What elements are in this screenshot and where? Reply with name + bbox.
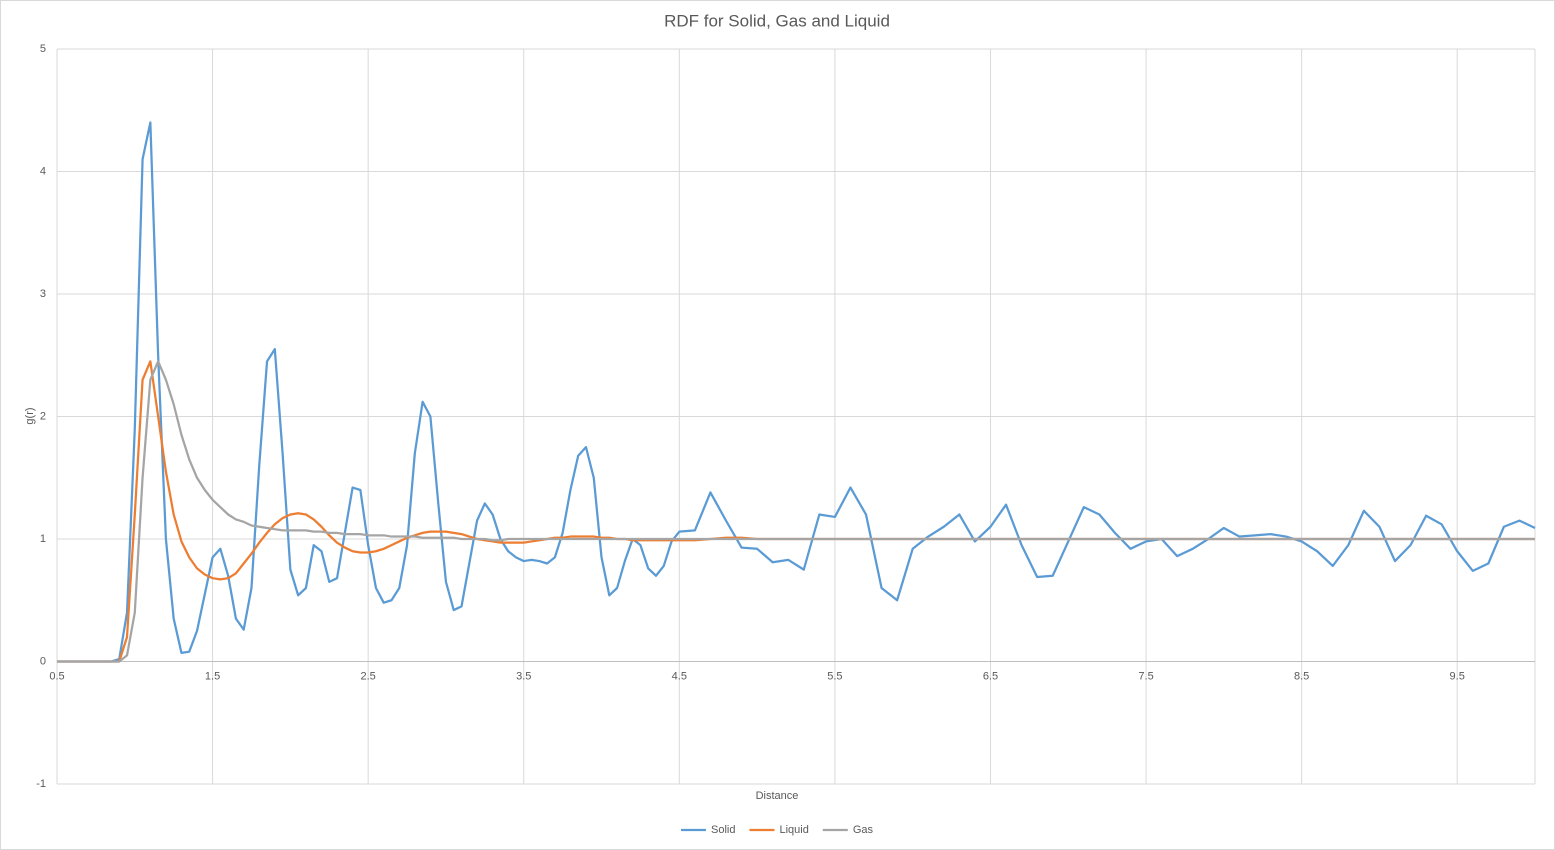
series-line	[57, 121, 1536, 663]
legend-label: Liquid	[779, 824, 808, 836]
y-tick-label: 2	[40, 410, 46, 422]
y-axis-label: g(r)	[24, 407, 36, 424]
legend-label: Solid	[711, 824, 735, 836]
x-tick-label: 7.5	[1138, 670, 1153, 682]
y-tick-label: 1	[40, 533, 46, 545]
series-line	[57, 360, 1535, 663]
y-tick-label: 4	[40, 165, 46, 177]
x-tick-label: 0.5	[49, 670, 64, 682]
x-axis-label: Distance	[756, 790, 799, 802]
x-tick-label: 6.5	[983, 670, 998, 682]
x-tick-label: 3.5	[516, 670, 531, 682]
x-tick-label: 9.5	[1450, 670, 1465, 682]
chart-title: RDF for Solid, Gas and Liquid	[664, 11, 890, 30]
y-tick-label: -1	[36, 778, 46, 790]
x-tick-label: 1.5	[205, 670, 220, 682]
y-tick-label: 0	[40, 655, 46, 667]
legend-label: Gas	[853, 824, 874, 836]
x-tick-label: 2.5	[361, 670, 376, 682]
x-tick-label: 4.5	[672, 670, 687, 682]
y-tick-label: 3	[40, 288, 46, 300]
y-tick-label: 5	[40, 43, 46, 55]
x-tick-label: 5.5	[827, 670, 842, 682]
x-tick-label: 8.5	[1294, 670, 1309, 682]
